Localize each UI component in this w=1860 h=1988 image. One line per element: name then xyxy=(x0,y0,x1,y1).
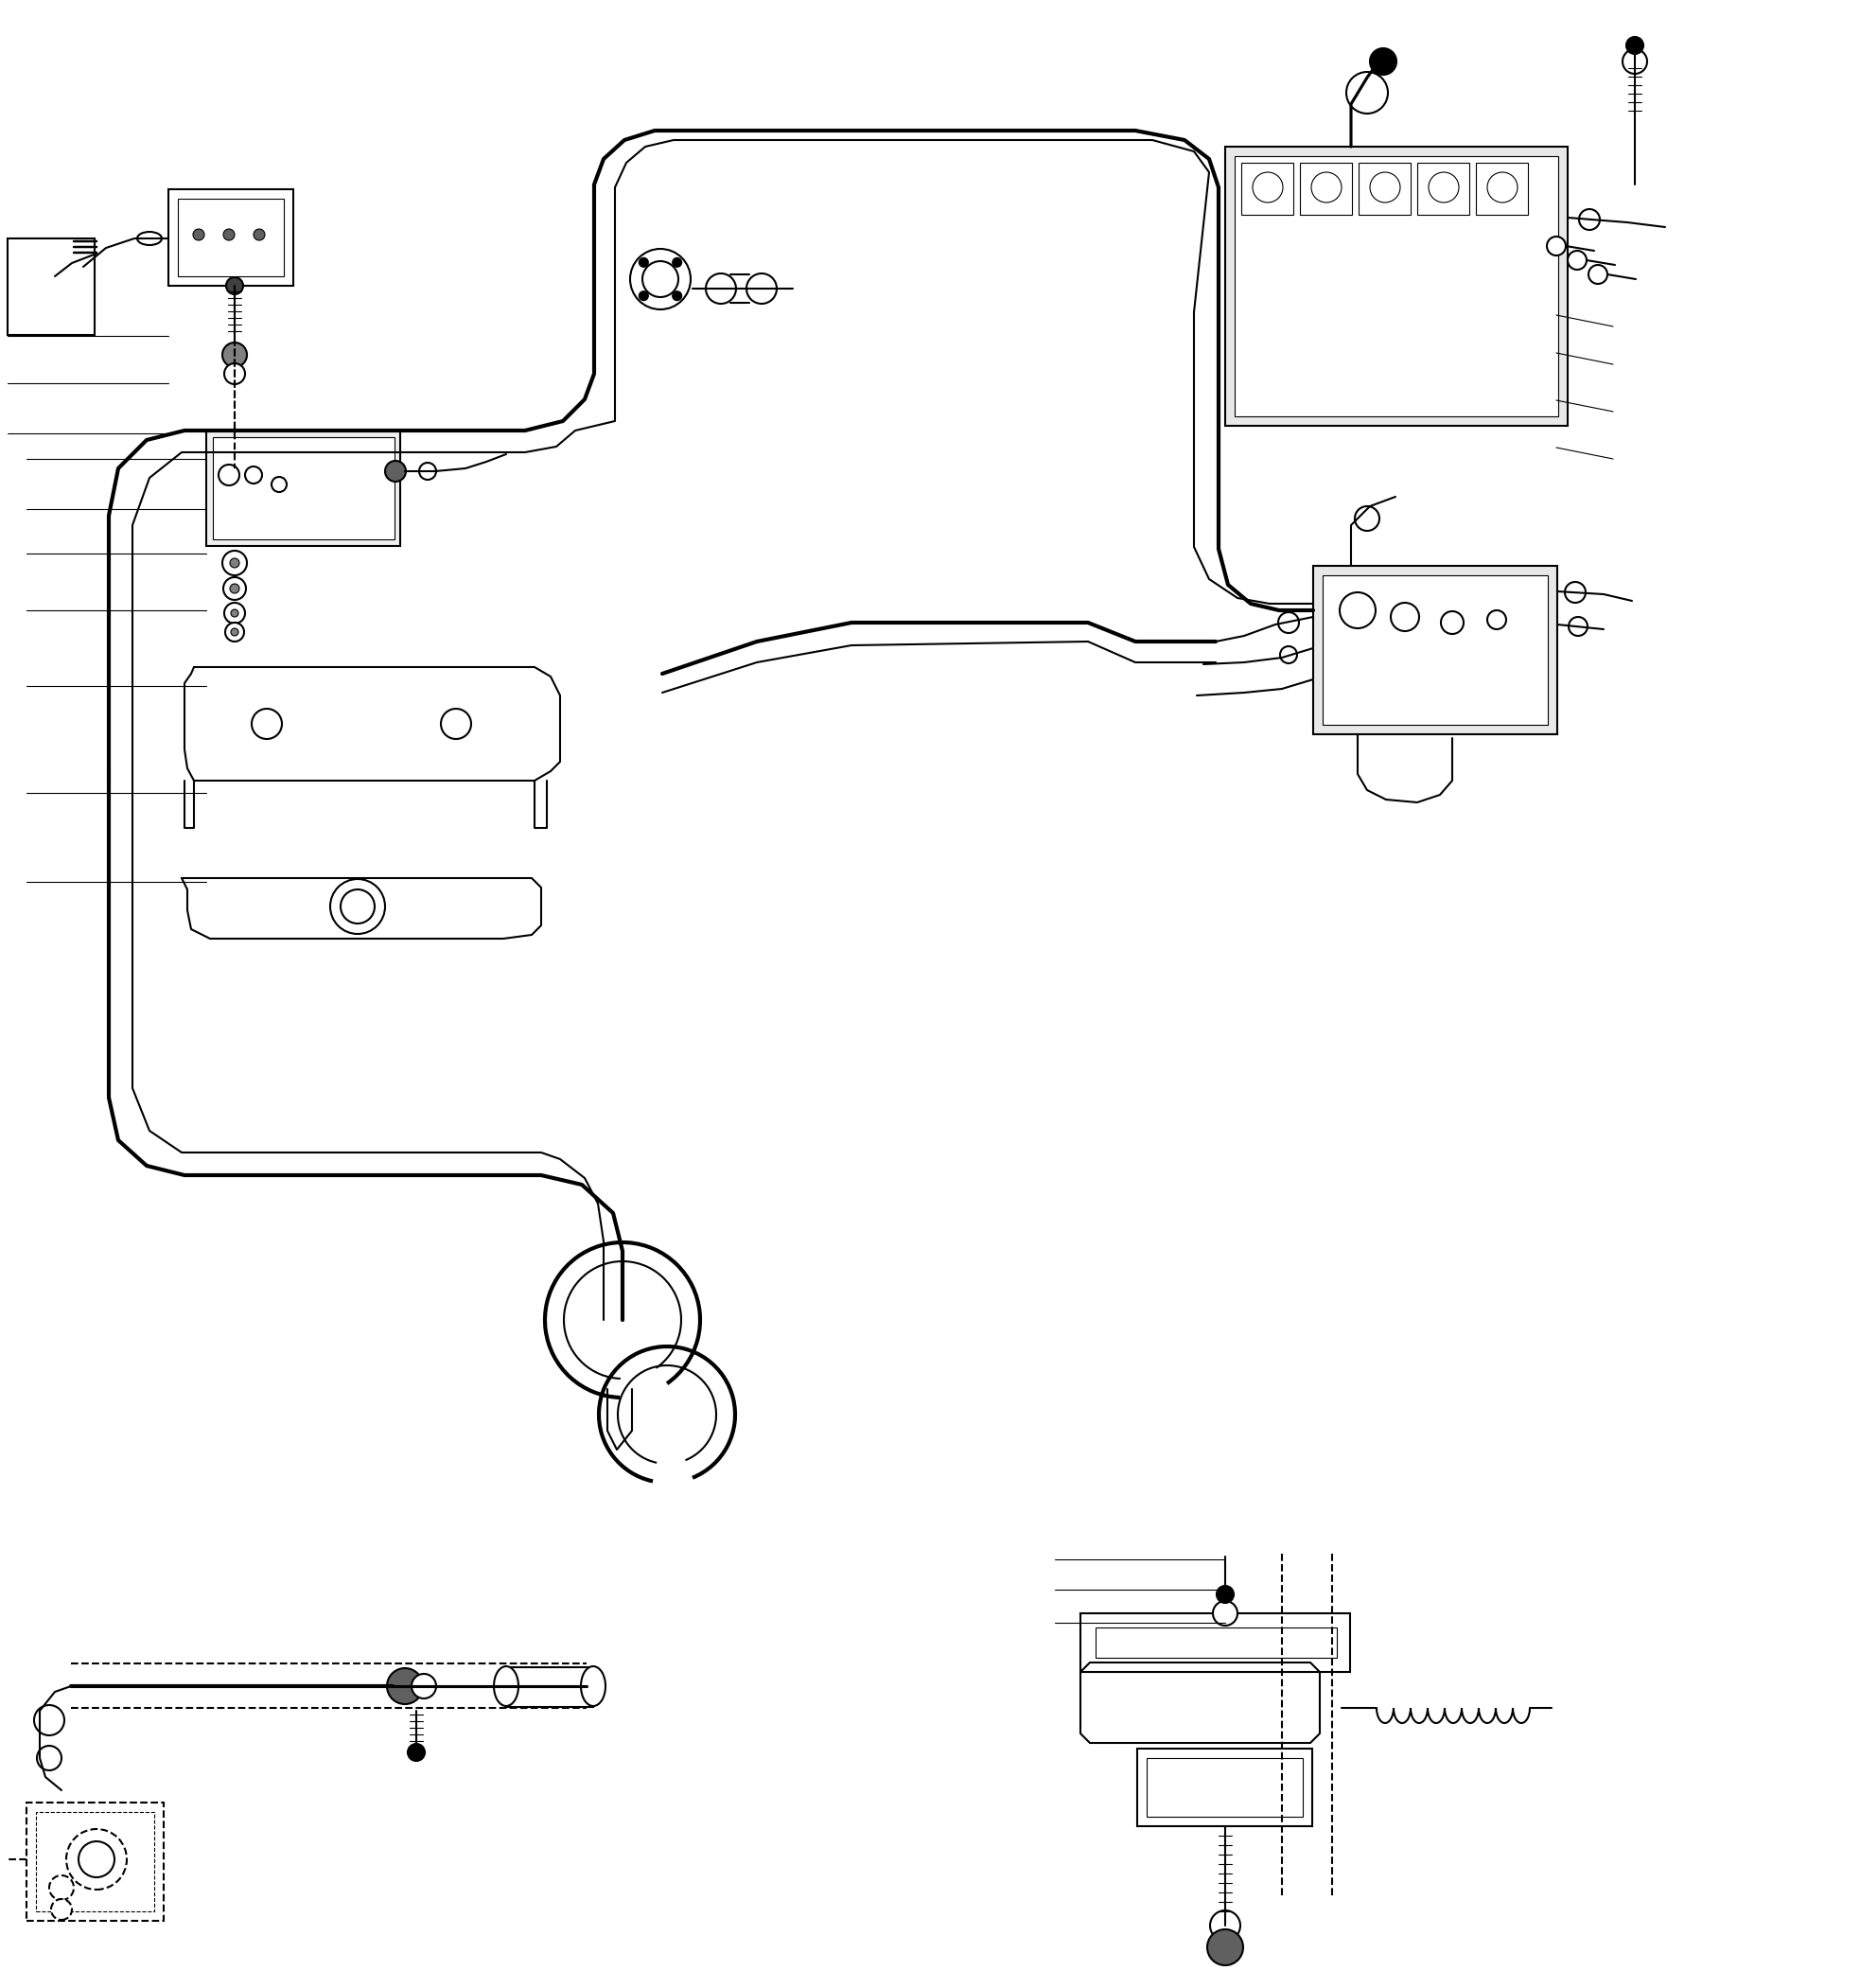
Circle shape xyxy=(411,1674,435,1698)
Circle shape xyxy=(1568,616,1588,636)
Bar xyxy=(35,1811,154,1910)
Bar xyxy=(179,199,285,276)
Circle shape xyxy=(1216,1586,1233,1602)
Circle shape xyxy=(231,628,238,636)
Circle shape xyxy=(1211,1910,1241,1940)
Circle shape xyxy=(671,290,683,300)
Bar xyxy=(1136,1749,1311,1827)
Circle shape xyxy=(272,477,286,493)
Circle shape xyxy=(231,610,238,616)
Bar xyxy=(1235,157,1559,415)
Circle shape xyxy=(1252,173,1283,203)
Bar xyxy=(169,189,294,286)
Circle shape xyxy=(340,889,374,924)
Circle shape xyxy=(218,465,240,485)
Circle shape xyxy=(1626,38,1644,54)
Circle shape xyxy=(1488,173,1518,203)
Circle shape xyxy=(37,1745,61,1771)
Circle shape xyxy=(1371,173,1401,203)
Circle shape xyxy=(225,602,246,624)
Circle shape xyxy=(705,274,737,304)
Circle shape xyxy=(253,229,264,241)
Circle shape xyxy=(671,258,683,266)
Bar xyxy=(1322,575,1548,726)
Circle shape xyxy=(1428,173,1458,203)
Ellipse shape xyxy=(495,1666,519,1706)
Circle shape xyxy=(1442,610,1464,634)
Circle shape xyxy=(1347,72,1388,113)
Bar xyxy=(26,1803,164,1920)
Circle shape xyxy=(1280,646,1296,664)
Circle shape xyxy=(1568,250,1587,270)
Circle shape xyxy=(223,229,234,241)
Circle shape xyxy=(1339,592,1376,628)
Circle shape xyxy=(640,290,649,300)
Circle shape xyxy=(385,461,405,481)
Circle shape xyxy=(441,708,471,740)
Circle shape xyxy=(193,229,205,241)
Circle shape xyxy=(251,708,283,740)
Circle shape xyxy=(231,559,240,569)
Circle shape xyxy=(1371,48,1397,76)
Circle shape xyxy=(1488,610,1507,630)
Circle shape xyxy=(1548,237,1566,256)
Bar xyxy=(1081,1614,1350,1672)
Bar xyxy=(506,1668,593,1708)
Circle shape xyxy=(418,463,435,479)
Circle shape xyxy=(1207,1928,1242,1966)
Circle shape xyxy=(33,1706,65,1736)
Circle shape xyxy=(225,622,244,642)
Bar xyxy=(1096,1628,1337,1658)
Bar xyxy=(1300,163,1352,215)
Circle shape xyxy=(67,1829,126,1889)
Bar xyxy=(212,437,394,539)
Circle shape xyxy=(407,1743,424,1761)
Bar xyxy=(7,239,95,334)
Circle shape xyxy=(1391,602,1419,630)
Circle shape xyxy=(223,551,247,575)
Circle shape xyxy=(50,1899,73,1920)
Circle shape xyxy=(227,276,244,294)
Circle shape xyxy=(231,584,240,592)
Circle shape xyxy=(631,248,690,310)
Circle shape xyxy=(48,1875,74,1901)
Bar xyxy=(1226,147,1568,425)
Circle shape xyxy=(78,1841,115,1877)
Ellipse shape xyxy=(580,1666,606,1706)
Circle shape xyxy=(640,258,649,266)
Bar xyxy=(1241,163,1293,215)
Circle shape xyxy=(746,274,777,304)
Circle shape xyxy=(225,364,246,384)
Circle shape xyxy=(1588,264,1607,284)
Circle shape xyxy=(223,342,247,368)
Bar xyxy=(1417,163,1469,215)
Circle shape xyxy=(246,467,262,483)
Circle shape xyxy=(1213,1600,1237,1626)
Ellipse shape xyxy=(138,233,162,245)
Circle shape xyxy=(1311,173,1341,203)
Bar xyxy=(1313,567,1557,734)
Circle shape xyxy=(223,577,246,600)
Circle shape xyxy=(387,1668,422,1704)
Circle shape xyxy=(642,260,679,296)
Circle shape xyxy=(1354,507,1380,531)
Circle shape xyxy=(1564,582,1585,602)
Bar xyxy=(1146,1757,1302,1817)
Circle shape xyxy=(331,879,385,934)
Circle shape xyxy=(1278,612,1298,632)
Bar xyxy=(206,431,400,547)
Circle shape xyxy=(1622,50,1648,74)
Bar xyxy=(1475,163,1527,215)
Bar xyxy=(1358,163,1410,215)
Circle shape xyxy=(1579,209,1600,231)
